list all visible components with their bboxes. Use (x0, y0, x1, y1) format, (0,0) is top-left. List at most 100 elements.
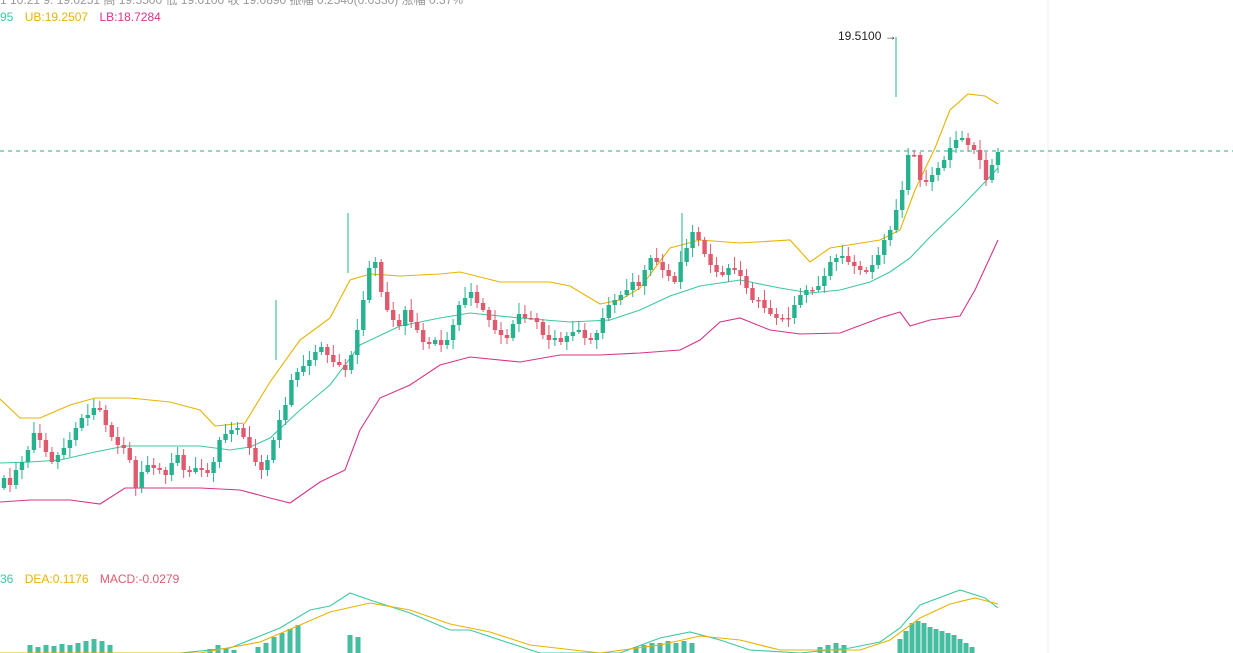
candle-body (786, 318, 791, 320)
macd-histogram-bar (59, 644, 65, 653)
candle-body (744, 276, 749, 288)
candle-body (181, 455, 186, 470)
candle (750, 283, 755, 303)
candle-body (768, 308, 773, 314)
candle-body (905, 155, 911, 190)
macd-dea-value: DEA:0.1176 (24, 572, 89, 586)
candle (343, 359, 348, 377)
candle-body (295, 372, 300, 380)
candle-body (67, 440, 73, 448)
candle-body (959, 138, 965, 140)
macd-histogram-bar (903, 631, 909, 653)
macd-dif-line (0, 589, 999, 653)
candle-body (127, 448, 132, 460)
candle (576, 321, 582, 334)
candle (19, 456, 25, 479)
candle (546, 325, 552, 349)
candle-body (319, 347, 324, 352)
candle (929, 167, 935, 191)
candle (13, 462, 19, 489)
candle (73, 422, 79, 446)
candle (564, 332, 570, 350)
candle (151, 458, 156, 475)
macd-histogram-bar (927, 627, 933, 653)
candle (522, 305, 528, 323)
candle-body (780, 318, 785, 320)
candle-body (331, 355, 336, 362)
macd-histogram-bar (689, 643, 695, 653)
candle (271, 437, 276, 463)
candle (43, 433, 49, 457)
candle-body (480, 303, 486, 310)
candle-body (660, 262, 665, 270)
candle (313, 345, 318, 366)
candle-body (792, 305, 797, 318)
candle (193, 457, 198, 474)
candle (983, 152, 989, 186)
candle (552, 330, 558, 346)
candle (61, 438, 67, 459)
candle-body (402, 310, 408, 326)
candle-body (624, 290, 629, 295)
macd-histogram-bar (255, 647, 261, 653)
candle-body (965, 138, 971, 145)
candle (690, 225, 695, 257)
candle-body (852, 262, 857, 266)
candle-body (408, 310, 414, 322)
macd-histogram-bar (51, 646, 57, 653)
candle (241, 424, 246, 439)
candle (283, 397, 288, 425)
macd-histogram-bar (83, 641, 89, 653)
candle-body (235, 428, 240, 430)
candle-body (115, 437, 120, 445)
candle-body (414, 322, 420, 330)
macd-histogram-bar (933, 629, 939, 653)
candle (540, 319, 546, 339)
candle-body (355, 330, 360, 355)
candle (211, 457, 216, 482)
candle-body (85, 415, 91, 418)
candle (265, 455, 270, 476)
candle (337, 354, 342, 367)
candle-body (738, 270, 743, 276)
candle-body (193, 468, 198, 472)
macd-histogram-bar (681, 641, 687, 653)
candle-body (714, 265, 719, 272)
candle (624, 279, 629, 297)
candle-body (462, 298, 468, 305)
candle-body (642, 270, 647, 286)
candle-body (139, 472, 144, 488)
candle-body (121, 445, 126, 448)
candle (1, 475, 7, 490)
macd-histogram-bar (223, 648, 229, 653)
candle-body (157, 468, 162, 470)
macd-histogram-bar (649, 643, 655, 653)
candle-body (810, 290, 815, 292)
candle (157, 463, 162, 474)
candle (103, 405, 108, 432)
candle-body (899, 190, 905, 210)
candle-body (385, 292, 390, 310)
candle-body (259, 462, 264, 470)
candle-body (588, 338, 594, 340)
candle (79, 414, 85, 431)
candle (989, 159, 995, 183)
macd-histogram-bar (67, 645, 73, 653)
candle (181, 449, 186, 478)
candle-body (169, 463, 174, 475)
candle-body (864, 270, 869, 272)
candle (732, 257, 737, 274)
candle (905, 148, 911, 195)
candle-body (816, 286, 821, 290)
candle (558, 332, 564, 345)
candle (349, 351, 354, 374)
candle (840, 245, 845, 264)
candle (97, 401, 103, 412)
candle (738, 261, 743, 285)
candle-body (426, 342, 432, 344)
candle (438, 330, 444, 352)
candle-body (929, 175, 935, 182)
candle-body (516, 314, 522, 324)
candle-body (696, 232, 701, 240)
